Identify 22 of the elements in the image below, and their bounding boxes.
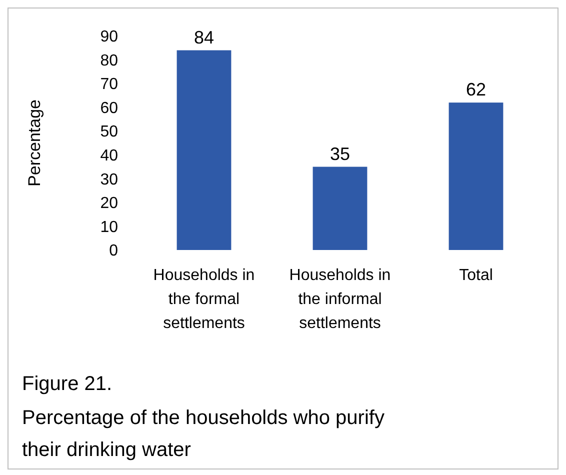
- y-tick-label: 80: [100, 52, 118, 70]
- x-tick-label: Households in the informal settlements: [289, 267, 391, 332]
- y-tick-label: 30: [100, 171, 118, 188]
- y-tick-label: 60: [100, 100, 118, 117]
- y-tick-label: 40: [100, 147, 118, 164]
- y-tick-label: 20: [100, 195, 118, 212]
- bar: [312, 166, 368, 250]
- y-tick-label: 10: [100, 218, 118, 236]
- y-tick-label: 90: [100, 28, 118, 46]
- data-label: 84: [194, 27, 214, 48]
- y-axis-title: Percentage: [25, 100, 44, 186]
- data-label: 62: [466, 80, 486, 100]
- y-tick-label: 70: [100, 76, 118, 94]
- x-tick-label: Households in the formal settlements: [153, 267, 255, 332]
- y-tick-label: 50: [100, 124, 118, 141]
- data-label: 35: [330, 144, 350, 164]
- text: Percentage of the households who purify their drinking water: [22, 407, 384, 461]
- y-tick-label: 0: [109, 242, 118, 260]
- text: Figure 21.: [22, 373, 112, 395]
- bar: [448, 102, 504, 250]
- x-tick-label: Total: [459, 267, 493, 284]
- bar: [176, 50, 232, 250]
